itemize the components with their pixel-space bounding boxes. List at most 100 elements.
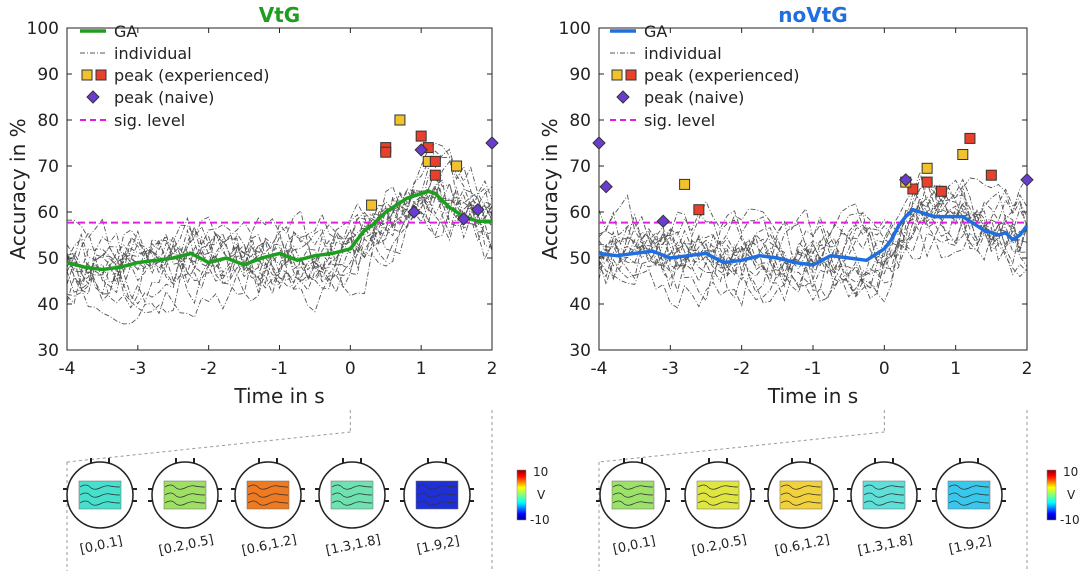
peak-naive-marker: [471, 202, 485, 217]
x-tick-label: -1: [805, 359, 822, 379]
peak-experienced-marker: [935, 185, 947, 197]
topomap: [0.2,0.5]: [681, 458, 755, 559]
peak-experienced-marker: [380, 146, 392, 158]
chart-title: VtG: [259, 3, 300, 27]
peak-naive-marker: [485, 136, 499, 150]
legend-peak-experienced-swatch: [81, 69, 93, 81]
individual-trace: [66, 142, 493, 273]
topomap: [0.6,1.2]: [764, 458, 838, 559]
ga-line: [66, 189, 492, 272]
topomap-contour: [331, 484, 373, 490]
topomap: [0.2,0.5]: [148, 458, 222, 559]
x-tick-label: 0: [345, 359, 356, 379]
colorbar-max-label: 10: [533, 465, 548, 479]
x-axis-label: Time in s: [767, 384, 858, 408]
peak-naive-marker: [456, 212, 471, 226]
y-axis-label: Accuracy in %: [6, 118, 30, 259]
topomap-contour: [247, 484, 289, 490]
topomap-label: [1.3,1.8]: [857, 532, 915, 558]
y-tick-label: 90: [569, 65, 591, 85]
peak-naive-marker: [899, 173, 913, 187]
peak-experienced-marker: [985, 169, 997, 181]
connector-line: [66, 431, 351, 463]
topomap-label: [0,0.1]: [612, 534, 657, 558]
topomap-contour: [780, 492, 822, 498]
colorbar-gradient: [1046, 469, 1057, 521]
y-tick-label: 40: [37, 295, 59, 315]
peak-experienced-marker: [366, 199, 378, 211]
individual-trace: [66, 148, 493, 274]
y-tick-label: 70: [569, 157, 591, 177]
legend-peak-naive-label: peak (naive): [114, 88, 214, 107]
legend-ga-label: GA: [644, 22, 667, 41]
colorbar: 10 V -10: [516, 465, 550, 527]
legend-peak-experienced-swatch: [625, 69, 637, 81]
y-tick-label: 100: [27, 19, 59, 39]
topomap-label: [0.6,1.2]: [774, 532, 832, 558]
x-tick-label: -1: [271, 359, 288, 379]
colorbar-gradient: [516, 469, 527, 521]
topomap-label: [1.3,1.8]: [325, 532, 383, 558]
topomap: [1.9,2]: [400, 458, 474, 557]
peak-experienced-marker: [921, 162, 933, 174]
topomap-contour: [416, 484, 458, 490]
y-tick-label: 30: [569, 341, 591, 361]
topomap-contour: [948, 484, 990, 490]
topomap: [0.6,1.2]: [231, 458, 305, 559]
peak-experienced-marker: [429, 169, 441, 181]
peak-experienced-marker: [429, 155, 441, 167]
topomap-contour: [247, 500, 289, 506]
y-tick-label: 100: [559, 19, 591, 39]
topomap-contour: [247, 492, 289, 498]
legend-individual-label: individual: [114, 44, 192, 63]
individual-trace: [66, 171, 493, 286]
x-tick-label: 2: [1022, 359, 1033, 379]
individual-trace: [598, 200, 1028, 294]
legend-sig-level-label: sig. level: [114, 111, 185, 130]
x-tick-label: 1: [950, 359, 961, 379]
topomap-contour: [863, 492, 905, 498]
topomap: [0,0.1]: [63, 458, 137, 557]
peak-experienced-marker: [451, 160, 463, 172]
topomap-contour: [416, 500, 458, 506]
y-tick-label: 40: [569, 295, 591, 315]
colorbar-min-label: -10: [530, 513, 550, 527]
ga-line: [598, 207, 1029, 267]
x-tick-label: -2: [733, 359, 750, 379]
topomap: [0,0.1]: [596, 458, 670, 557]
legend-peak-experienced-label: peak (experienced): [644, 66, 799, 85]
topomap-contour: [863, 500, 905, 506]
y-tick-label: 80: [569, 111, 591, 131]
topomap-contour: [416, 492, 458, 498]
individual-trace: [598, 202, 1028, 301]
individual-trace: [598, 221, 1028, 309]
topomap-contour: [331, 492, 373, 498]
peak-experienced-marker: [907, 183, 919, 195]
legend-peak-naive-label: peak (naive): [644, 88, 744, 107]
peak-naive-marker: [599, 179, 613, 194]
peak-naive-marker: [656, 214, 670, 228]
topomap-contour: [79, 492, 121, 498]
peak-experienced-marker: [957, 149, 969, 160]
y-tick-label: 70: [37, 157, 59, 177]
topomap-contour: [79, 484, 121, 490]
individual-trace: [66, 204, 493, 294]
topomap-contour: [948, 500, 990, 506]
y-tick-label: 80: [37, 111, 59, 131]
individual-trace: [66, 194, 493, 314]
individual-trace: [598, 180, 1028, 263]
x-tick-label: 0: [879, 359, 890, 379]
x-tick-label: 2: [487, 359, 498, 379]
topomap-contour: [948, 492, 990, 498]
colorbar: 10 V -10: [1046, 465, 1080, 527]
individual-trace: [598, 177, 1028, 273]
individual-trace: [598, 170, 1028, 273]
individual-trace: [66, 179, 493, 325]
individual-trace: [598, 176, 1028, 271]
individual-trace: [598, 196, 1028, 298]
y-tick-label: 60: [569, 203, 591, 223]
legend: GA individual peak (experienced) peak (naiv…: [80, 22, 269, 130]
